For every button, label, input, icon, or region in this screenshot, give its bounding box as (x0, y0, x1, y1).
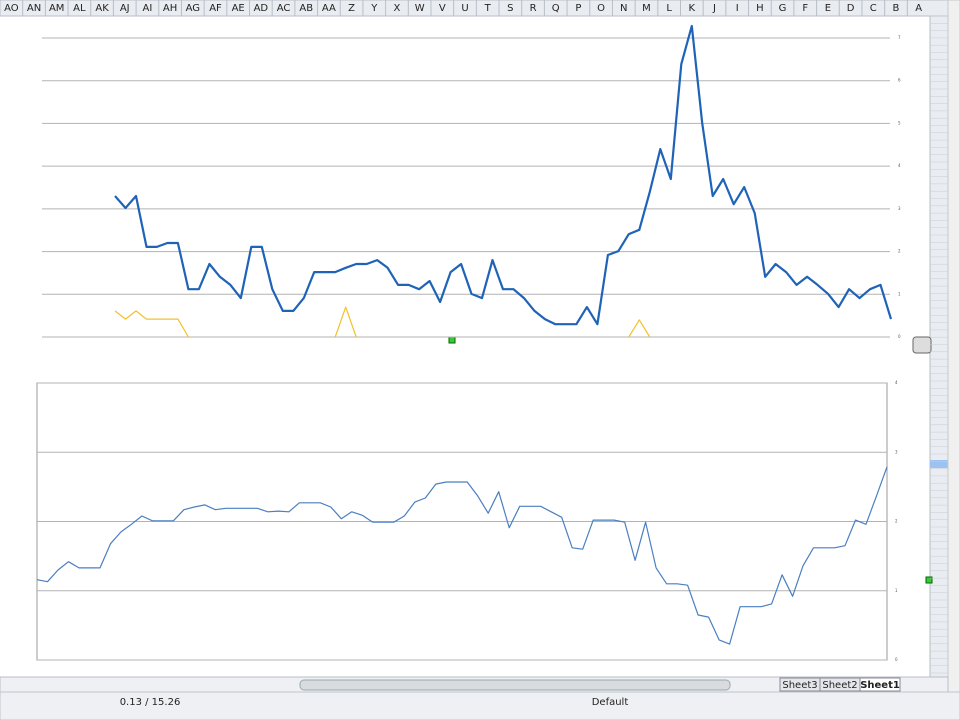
column-label[interactable]: P (575, 3, 581, 14)
column-label[interactable]: N (620, 3, 627, 14)
page-style: Default (592, 697, 629, 708)
column-label[interactable]: L (666, 3, 672, 14)
sheet-tab-label[interactable]: Sheet2 (822, 680, 857, 691)
column-label[interactable]: AJ (120, 3, 130, 14)
y-tick-label: 1 (898, 291, 901, 296)
data-line (114, 306, 651, 338)
column-label[interactable]: S (507, 3, 513, 14)
sheet-tab[interactable] (779, 677, 821, 692)
column-label[interactable]: AH (163, 3, 177, 14)
selection-size: 0.13 / 15.26 (120, 697, 181, 708)
column-label[interactable]: C (870, 3, 877, 14)
selection-handle[interactable] (925, 576, 933, 584)
column-label[interactable]: AK (95, 3, 109, 14)
column-label[interactable]: R (530, 3, 537, 14)
column-label[interactable]: AL (73, 3, 86, 14)
column-label[interactable]: B (893, 3, 900, 14)
column-label[interactable]: U (461, 3, 468, 14)
selected-row (930, 460, 948, 468)
y-tick-label: 3 (895, 449, 898, 454)
sheet-tab-label[interactable]: Sheet1 (860, 680, 900, 691)
y-tick-label: 1 (895, 588, 898, 593)
data-line (36, 466, 888, 645)
column-label[interactable]: AD (254, 3, 269, 14)
column-label[interactable]: Y (370, 3, 378, 14)
column-label[interactable]: AB (299, 3, 313, 14)
y-tick-label: 0 (898, 334, 901, 339)
chart-handle[interactable] (912, 336, 932, 354)
column-label[interactable]: AI (143, 3, 153, 14)
column-label[interactable]: AO (4, 3, 19, 14)
selection-handle[interactable] (448, 336, 456, 344)
column-label[interactable]: AM (49, 3, 64, 14)
column-label[interactable]: F (802, 3, 808, 14)
column-label[interactable]: O (597, 3, 605, 14)
y-tick-label: 2 (898, 249, 901, 254)
y-tick-label: 0 (895, 657, 898, 662)
y-tick-label: 2 (895, 519, 898, 524)
column-label[interactable]: I (736, 3, 739, 14)
column-label[interactable]: V (439, 3, 446, 14)
horizontal-scrollbar[interactable] (299, 679, 731, 691)
column-label[interactable]: W (415, 3, 425, 14)
column-label[interactable]: AE (232, 3, 245, 14)
column-label[interactable]: Q (552, 3, 560, 14)
column-label[interactable]: Z (348, 3, 355, 14)
y-tick-label: 4 (895, 380, 898, 385)
status-bar (0, 691, 960, 720)
column-label[interactable]: AF (209, 3, 222, 14)
column-label[interactable]: X (394, 3, 401, 14)
y-tick-label: 7 (898, 35, 901, 40)
vertical-scrollbar[interactable] (947, 0, 960, 693)
y-tick-label: 5 (898, 120, 901, 125)
y-tick-label: 6 (898, 78, 901, 83)
column-label[interactable]: D (847, 3, 855, 14)
column-label[interactable]: K (689, 3, 696, 14)
column-label[interactable]: AA (322, 3, 336, 14)
column-label[interactable]: E (825, 3, 831, 14)
column-label[interactable]: H (756, 3, 764, 14)
column-label[interactable]: M (642, 3, 651, 14)
column-label[interactable]: AC (277, 3, 291, 14)
data-line (114, 24, 893, 326)
y-tick-label: 3 (898, 206, 901, 211)
column-label[interactable]: AN (27, 3, 41, 14)
column-label[interactable]: AG (186, 3, 200, 14)
column-label[interactable]: A (915, 3, 922, 14)
column-label[interactable]: T (484, 3, 492, 14)
sheet-tab-label[interactable]: Sheet3 (782, 680, 817, 691)
y-tick-label: 4 (898, 163, 901, 168)
column-label[interactable]: G (779, 3, 787, 14)
column-label[interactable]: J (712, 3, 716, 14)
